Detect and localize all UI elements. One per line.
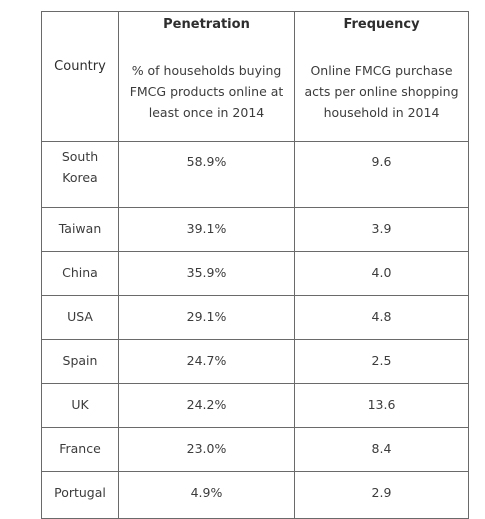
penetration-value: 24.2%: [186, 397, 227, 412]
table-row: South Korea 58.9% 9.6: [41, 141, 469, 208]
penetration-value: 29.1%: [186, 309, 227, 324]
frequency-header-title: Frequency: [343, 17, 420, 32]
penetration-value: 24.7%: [186, 353, 227, 368]
penetration-cell: 39.1%: [118, 207, 295, 252]
country-cell: USA: [41, 295, 119, 340]
country-name: UK: [71, 397, 89, 412]
table-row: Taiwan 39.1% 3.9: [41, 207, 469, 252]
penetration-cell: 23.0%: [118, 427, 295, 472]
frequency-cell: 4.0: [294, 251, 469, 296]
country-header-label: Country: [54, 59, 106, 74]
frequency-cell: 2.5: [294, 339, 469, 384]
table-row: USA 29.1% 4.8: [41, 295, 469, 340]
country-name: South Korea: [61, 149, 99, 185]
frequency-cell: 13.6: [294, 383, 469, 428]
country-name: Taiwan: [58, 221, 102, 236]
penetration-cell: 24.7%: [118, 339, 295, 384]
frequency-value: 2.5: [371, 353, 392, 368]
frequency-value: 8.4: [371, 441, 392, 456]
table-row: UK 24.2% 13.6: [41, 383, 469, 428]
penetration-cell: 24.2%: [118, 383, 295, 428]
frequency-cell: 3.9: [294, 207, 469, 252]
country-cell: China: [41, 251, 119, 296]
penetration-cell: 35.9%: [118, 251, 295, 296]
fmcg-online-table: Country Penetration % of households buyi…: [41, 11, 469, 519]
penetration-value: 35.9%: [186, 265, 227, 280]
frequency-header-description: Online FMCG purchase acts per online sho…: [304, 63, 459, 120]
penetration-cell: 58.9%: [118, 141, 295, 208]
country-cell: UK: [41, 383, 119, 428]
penetration-header-description: % of households buying FMCG products onl…: [129, 63, 284, 120]
frequency-value: 9.6: [371, 154, 392, 169]
country-cell: South Korea: [41, 141, 119, 208]
frequency-cell: 8.4: [294, 427, 469, 472]
country-name: Spain: [62, 353, 98, 368]
table-row: China 35.9% 4.0: [41, 251, 469, 296]
frequency-value: 4.0: [371, 265, 392, 280]
table-row: Spain 24.7% 2.5: [41, 339, 469, 384]
frequency-cell: 4.8: [294, 295, 469, 340]
country-name: France: [59, 441, 101, 456]
penetration-value: 23.0%: [186, 441, 227, 456]
frequency-value: 2.9: [371, 485, 392, 500]
frequency-value: 3.9: [371, 221, 392, 236]
country-name: USA: [67, 309, 93, 324]
penetration-value: 4.9%: [190, 485, 223, 500]
frequency-value: 4.8: [371, 309, 392, 324]
frequency-cell: 9.6: [294, 141, 469, 208]
country-column-header: Country: [41, 11, 119, 142]
table-row: Portugal 4.9% 2.9: [41, 471, 469, 519]
penetration-cell: 29.1%: [118, 295, 295, 340]
frequency-value: 13.6: [367, 397, 396, 412]
country-cell: Portugal: [41, 471, 119, 519]
country-cell: Taiwan: [41, 207, 119, 252]
penetration-column-header: Penetration % of households buying FMCG …: [118, 11, 295, 142]
penetration-cell: 4.9%: [118, 471, 295, 519]
frequency-column-header: Frequency Online FMCG purchase acts per …: [294, 11, 469, 142]
penetration-header-title: Penetration: [163, 17, 250, 32]
table-header-row: Country Penetration % of households buyi…: [41, 11, 469, 142]
penetration-value: 58.9%: [186, 154, 227, 169]
penetration-value: 39.1%: [186, 221, 227, 236]
country-cell: Spain: [41, 339, 119, 384]
country-name: China: [62, 265, 98, 280]
table-row: France 23.0% 8.4: [41, 427, 469, 472]
frequency-cell: 2.9: [294, 471, 469, 519]
country-name: Portugal: [54, 485, 106, 500]
country-cell: France: [41, 427, 119, 472]
